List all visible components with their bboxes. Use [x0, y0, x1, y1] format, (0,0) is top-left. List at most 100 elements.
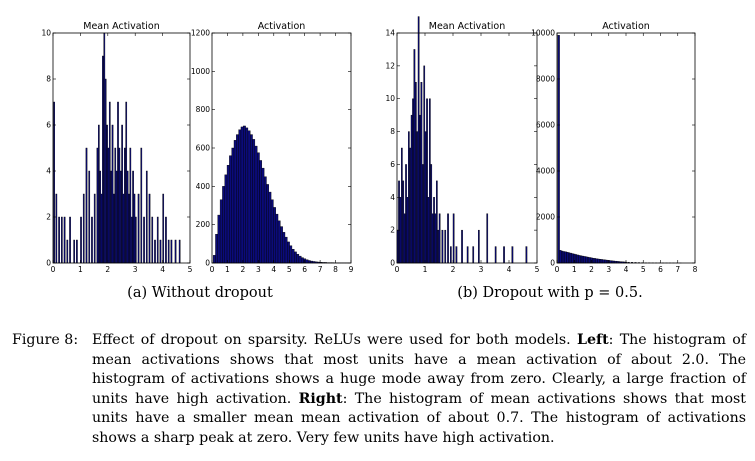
bar	[53, 101, 55, 264]
bar	[148, 193, 151, 264]
y-tick-label: 400	[196, 182, 211, 191]
bar	[581, 255, 584, 264]
bar	[444, 229, 447, 264]
bar	[604, 259, 607, 264]
bar	[268, 191, 272, 264]
y-tick-label: 0	[205, 259, 210, 268]
bar	[256, 152, 260, 264]
panel-4: 0 1 2 3 4 5 6 7 8 0 2000 4000 6000 8000 10000 Activatio…	[531, 21, 697, 274]
plot-frame	[556, 32, 696, 264]
bar	[140, 147, 143, 264]
bar	[289, 245, 293, 264]
bar	[99, 170, 102, 264]
bar	[98, 124, 100, 264]
bar	[231, 147, 235, 264]
x-tick-label: 1	[225, 265, 230, 274]
y-tick-label: 8	[390, 127, 395, 136]
bar	[219, 199, 223, 264]
bar	[568, 252, 571, 264]
x-tick-label: 4	[271, 265, 276, 274]
bar	[486, 213, 489, 264]
bar	[437, 229, 440, 264]
bar	[126, 170, 129, 264]
bar	[121, 124, 123, 264]
bar	[433, 197, 435, 264]
bar	[410, 114, 413, 264]
bar	[240, 126, 244, 264]
x-tick-label: 3	[256, 265, 261, 274]
bar	[427, 197, 430, 264]
bar	[282, 232, 286, 264]
bar	[511, 246, 514, 264]
y-tick-label: 4	[390, 193, 395, 202]
bar	[305, 259, 309, 264]
bar	[602, 259, 605, 264]
bar	[107, 147, 110, 264]
bar	[80, 216, 82, 264]
x-tick-label: 4	[160, 265, 165, 274]
bar	[424, 131, 427, 264]
bar	[115, 170, 118, 264]
bar	[430, 164, 433, 264]
bar	[104, 78, 107, 264]
bar	[412, 98, 414, 264]
bar	[252, 139, 256, 264]
y-tick-label: 6000	[536, 121, 555, 130]
bar	[287, 241, 290, 264]
bar	[266, 184, 269, 264]
bar	[91, 216, 93, 264]
bar	[417, 16, 420, 264]
bar	[466, 246, 469, 264]
bar	[102, 55, 104, 264]
bar	[128, 193, 130, 264]
bar	[431, 213, 434, 264]
bar	[151, 216, 154, 264]
x-tick-label: 3	[606, 265, 611, 274]
bar	[85, 147, 88, 264]
bar	[429, 98, 431, 264]
bar	[525, 246, 528, 264]
x-tick-label: 0	[555, 265, 560, 274]
bar	[122, 193, 125, 264]
caption-body: Effect of dropout on sparsity. ReLUs wer…	[92, 331, 746, 448]
bar	[215, 234, 218, 264]
panel-1: 0 1 2 3 4 5 0 2 4 6 8 10 Mean Activation	[41, 21, 192, 274]
bar	[118, 147, 121, 264]
bar	[88, 170, 91, 264]
bar	[438, 213, 441, 264]
bar	[58, 216, 60, 264]
x-tick-label: 4	[624, 265, 629, 274]
bar	[450, 246, 452, 264]
bar	[419, 114, 421, 264]
bar	[413, 49, 416, 264]
bar	[224, 174, 228, 264]
bar	[300, 257, 304, 264]
caption-right-label: Right	[298, 390, 343, 407]
bar	[226, 165, 230, 264]
x-tick-label: 6	[302, 265, 307, 274]
bar	[408, 131, 410, 264]
bar	[441, 229, 444, 264]
bar	[111, 124, 114, 264]
bar	[73, 239, 75, 264]
bar	[222, 186, 225, 264]
y-tick-label: 8000	[536, 75, 555, 84]
bar	[93, 193, 96, 264]
bar	[273, 207, 276, 264]
bar	[229, 155, 232, 264]
bar	[110, 170, 112, 264]
bar	[55, 193, 58, 264]
bar	[76, 239, 78, 264]
y-tick-label: 4	[46, 167, 51, 176]
bar	[571, 253, 574, 264]
bar	[165, 216, 167, 264]
bar	[600, 259, 603, 264]
bar	[569, 252, 572, 264]
bar	[113, 193, 115, 264]
bar	[167, 239, 170, 264]
bar	[134, 216, 137, 264]
bar	[401, 147, 403, 264]
bar	[143, 216, 145, 264]
bar	[259, 160, 263, 264]
